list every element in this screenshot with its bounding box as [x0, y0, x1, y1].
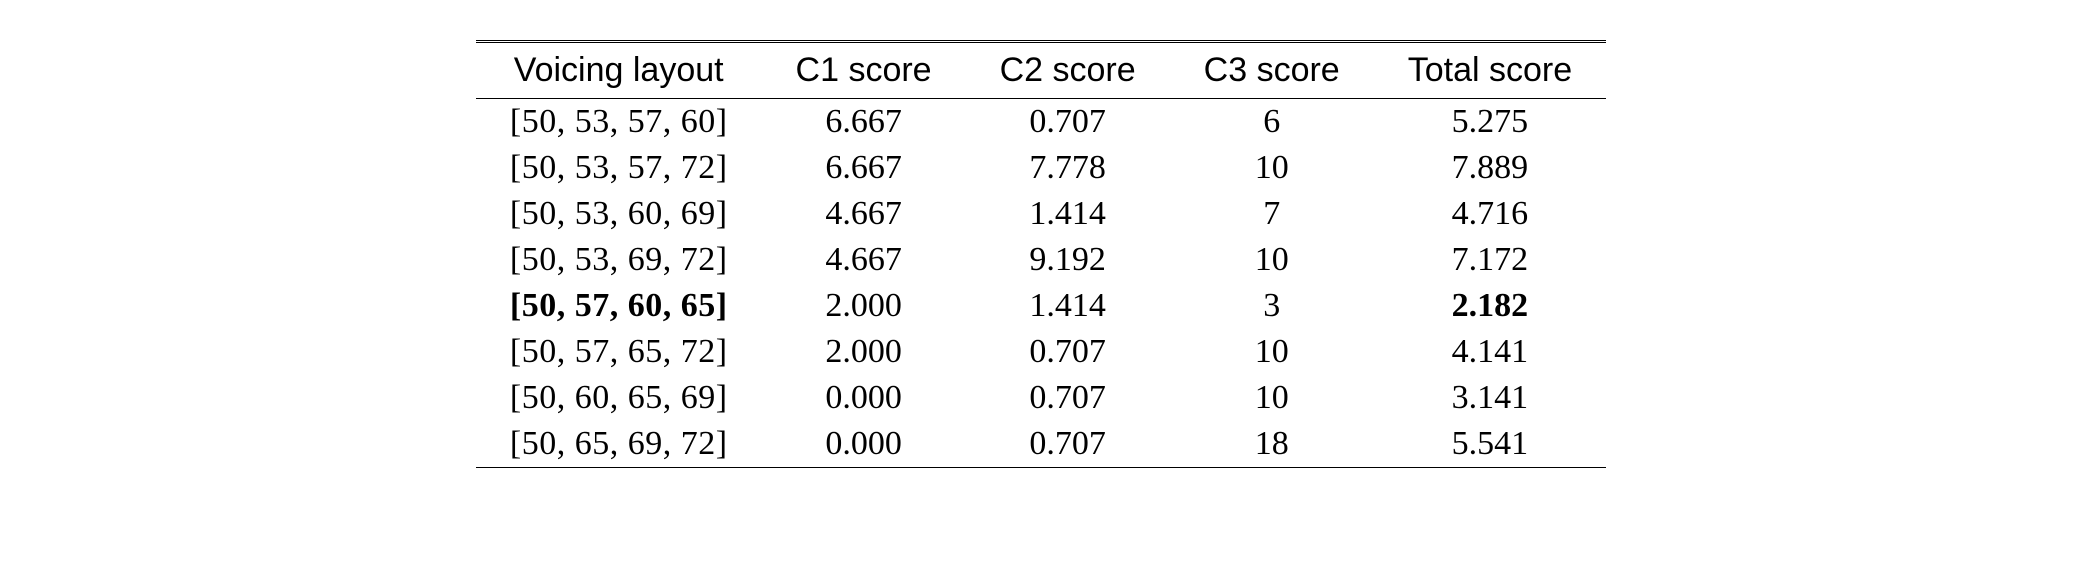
cell-c3: 3: [1170, 283, 1374, 329]
cell-c3: 7: [1170, 191, 1374, 237]
cell-c1: 4.667: [762, 191, 966, 237]
cell-c3: 6: [1170, 99, 1374, 146]
cell-c1: 2.000: [762, 329, 966, 375]
cell-c2: 7.778: [966, 145, 1170, 191]
cell-c2: 0.707: [966, 421, 1170, 468]
cell-total: 7.889: [1374, 145, 1606, 191]
cell-total: 4.716: [1374, 191, 1606, 237]
cell-voicing: [50, 57, 65, 72]: [476, 329, 762, 375]
cell-c2: 1.414: [966, 191, 1170, 237]
cell-voicing: [50, 53, 57, 60]: [476, 99, 762, 146]
table-row: [50, 65, 69, 72] 0.000 0.707 18 5.541: [476, 421, 1606, 468]
header-row: Voicing layout C1 score C2 score C3 scor…: [476, 42, 1606, 99]
cell-voicing: [50, 53, 69, 72]: [476, 237, 762, 283]
cell-voicing: [50, 60, 65, 69]: [476, 375, 762, 421]
table-row: [50, 53, 60, 69] 4.667 1.414 7 4.716: [476, 191, 1606, 237]
cell-total: 5.275: [1374, 99, 1606, 146]
cell-c3: 10: [1170, 237, 1374, 283]
cell-c1: 4.667: [762, 237, 966, 283]
cell-c3: 10: [1170, 375, 1374, 421]
table-row: [50, 53, 57, 72] 6.667 7.778 10 7.889: [476, 145, 1606, 191]
cell-c3: 10: [1170, 145, 1374, 191]
table-row: [50, 57, 65, 72] 2.000 0.707 10 4.141: [476, 329, 1606, 375]
cell-c1: 2.000: [762, 283, 966, 329]
cell-c3: 18: [1170, 421, 1374, 468]
col-c1-score: C1 score: [762, 42, 966, 99]
col-total-score: Total score: [1374, 42, 1606, 99]
col-c2-score: C2 score: [966, 42, 1170, 99]
cell-c1: 6.667: [762, 145, 966, 191]
table-row: [50, 60, 65, 69] 0.000 0.707 10 3.141: [476, 375, 1606, 421]
cell-c2: 1.414: [966, 283, 1170, 329]
cell-total: 3.141: [1374, 375, 1606, 421]
cell-c1: 6.667: [762, 99, 966, 146]
voicing-score-table: Voicing layout C1 score C2 score C3 scor…: [476, 40, 1606, 468]
cell-total: 4.141: [1374, 329, 1606, 375]
cell-voicing: [50, 53, 60, 69]: [476, 191, 762, 237]
cell-c2: 0.707: [966, 329, 1170, 375]
table-body: [50, 53, 57, 60] 6.667 0.707 6 5.275 [50…: [476, 99, 1606, 468]
cell-c3: 10: [1170, 329, 1374, 375]
cell-total: 7.172: [1374, 237, 1606, 283]
cell-voicing: [50, 65, 69, 72]: [476, 421, 762, 468]
cell-total: 2.182: [1374, 283, 1606, 329]
table-row: [50, 53, 57, 60] 6.667 0.707 6 5.275: [476, 99, 1606, 146]
cell-c2: 9.192: [966, 237, 1170, 283]
col-c3-score: C3 score: [1170, 42, 1374, 99]
cell-c2: 0.707: [966, 99, 1170, 146]
table-row: [50, 57, 60, 65] 2.000 1.414 3 2.182: [476, 283, 1606, 329]
cell-c2: 0.707: [966, 375, 1170, 421]
cell-c1: 0.000: [762, 421, 966, 468]
cell-c1: 0.000: [762, 375, 966, 421]
cell-total: 5.541: [1374, 421, 1606, 468]
table-row: [50, 53, 69, 72] 4.667 9.192 10 7.172: [476, 237, 1606, 283]
cell-voicing: [50, 57, 60, 65]: [476, 283, 762, 329]
cell-voicing: [50, 53, 57, 72]: [476, 145, 762, 191]
col-voicing-layout: Voicing layout: [476, 42, 762, 99]
